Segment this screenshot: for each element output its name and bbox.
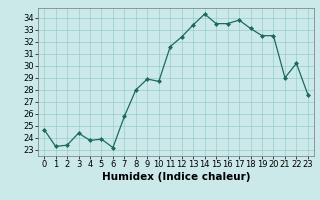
X-axis label: Humidex (Indice chaleur): Humidex (Indice chaleur) — [102, 172, 250, 182]
